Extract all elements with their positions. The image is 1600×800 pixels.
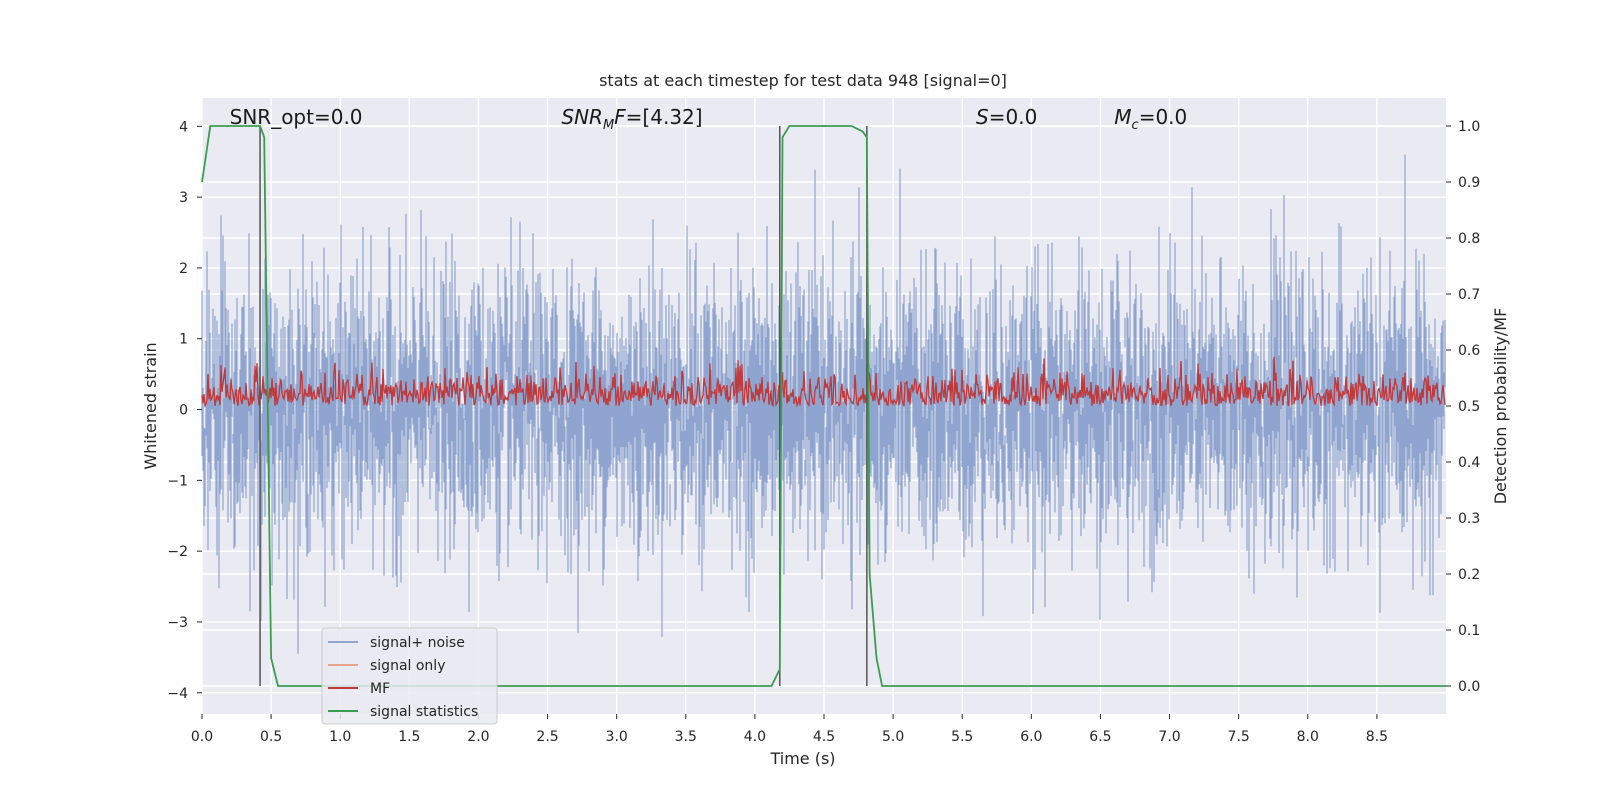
y-tick-label: 1 — [179, 332, 188, 348]
x-tick-label: 5.5 — [951, 729, 973, 745]
x-tick-label: 0.5 — [260, 729, 282, 745]
y-right-tick-label: 0.2 — [1458, 567, 1480, 583]
x-tick-label: 8.5 — [1366, 729, 1388, 745]
annotation-snr-opt: SNR_opt=0.0 — [230, 105, 363, 129]
legend-box — [321, 627, 498, 725]
y-tick-label: 3 — [179, 190, 188, 206]
x-tick-label: 6.0 — [1020, 729, 1042, 745]
y-right-tick-label: 0.4 — [1458, 455, 1480, 471]
series-signal-noise — [201, 154, 1446, 654]
y-right-tick-label: 0.8 — [1458, 231, 1480, 247]
y-right-tick-label: 0.9 — [1458, 175, 1480, 191]
x-tick-label: 2.5 — [536, 729, 558, 745]
y-right-tick-label: 0.5 — [1458, 399, 1480, 415]
legend-label: signal only — [370, 658, 445, 674]
x-tick-label: 7.0 — [1158, 729, 1180, 745]
legend-label: signal statistics — [370, 704, 478, 720]
x-tick-label: 0.0 — [191, 729, 213, 745]
x-tick-label: 5.0 — [882, 729, 904, 745]
y-tick-label: 0 — [179, 403, 188, 419]
x-tick-label: 6.5 — [1089, 729, 1111, 745]
y-right-tick-label: 0.1 — [1458, 623, 1480, 639]
y-right-tick-label: 0.6 — [1458, 343, 1480, 359]
y-tick-label: −2 — [167, 544, 188, 560]
x-tick-label: 1.5 — [398, 729, 420, 745]
y-right-axis-label: Detection probability/MF — [1491, 308, 1510, 505]
annotation-mc-val: Mc=0.0 — [1114, 105, 1187, 133]
y-tick-label: −4 — [167, 686, 188, 702]
y-tick-label: 2 — [179, 261, 188, 277]
annotation-snr-mf: SNRMF=[4.32] — [561, 105, 702, 133]
x-tick-label: 3.5 — [675, 729, 697, 745]
legend-label: MF — [370, 681, 390, 697]
x-tick-label: 4.0 — [744, 729, 766, 745]
y-right-tick-label: 0.3 — [1458, 511, 1480, 527]
x-tick-label: 7.5 — [1228, 729, 1250, 745]
y-right-tick-label: 0.7 — [1458, 287, 1480, 303]
series-signal-statistics — [201, 125, 1446, 687]
x-tick-label: 1.0 — [329, 729, 351, 745]
x-tick-label: 2.0 — [467, 729, 489, 745]
y-tick-label: −1 — [167, 473, 188, 489]
y-right-tick-label: 1.0 — [1458, 119, 1480, 135]
chart-title: stats at each timestep for test data 948… — [599, 71, 1007, 90]
y-axis-label: Whitened strain — [141, 342, 160, 469]
annotation-s-val: S=0.0 — [976, 105, 1037, 129]
x-axis-label: Time (s) — [769, 749, 835, 768]
x-tick-label: 3.0 — [606, 729, 628, 745]
y-tick-label: 4 — [179, 119, 188, 135]
y-tick-label: −3 — [167, 615, 188, 631]
x-tick-label: 8.0 — [1297, 729, 1319, 745]
x-tick-label: 4.5 — [813, 729, 835, 745]
y-right-tick-label: 0.0 — [1458, 679, 1480, 695]
series-mf — [201, 356, 1446, 408]
legend-label: signal+ noise — [370, 635, 465, 651]
